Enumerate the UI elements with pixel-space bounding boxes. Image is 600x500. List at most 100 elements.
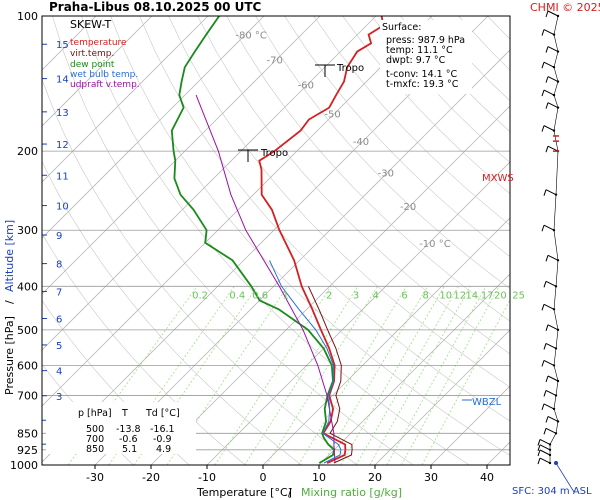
levels-table: p [hPa] T Td [°C] 500 -13.8 -16.1 700 -0… xyxy=(46,402,196,455)
wind-barb xyxy=(547,46,559,52)
isotherm-label: -80 °C xyxy=(235,31,267,42)
wind-barb xyxy=(543,403,555,410)
chart-title: Praha-Libus 08.10.2025 00 UTC xyxy=(49,0,262,14)
isotherm-line xyxy=(206,161,510,465)
wind-barb xyxy=(547,324,559,331)
mixing-ratio-label: 3 xyxy=(353,290,359,301)
wind-barb xyxy=(543,359,555,366)
wind-barb xyxy=(545,427,557,434)
levels-header-td: Td [°C] xyxy=(145,408,180,419)
sounding-series xyxy=(170,16,385,464)
wind-barb-feather xyxy=(543,189,547,196)
pressure-tick-label: 400 xyxy=(17,280,38,293)
mixing-ratio-label: 25 xyxy=(512,290,525,301)
levels-row-td: 4.9 xyxy=(156,444,171,455)
isotherm-label: -60 xyxy=(298,80,314,91)
wind-barb xyxy=(539,457,551,464)
isotherm-label: -40 xyxy=(353,137,369,148)
y-axis-label: Pressure [hPa] / Altitude [km] xyxy=(3,220,16,395)
wind-barb xyxy=(547,145,559,152)
wind-barb-feather xyxy=(541,125,545,132)
wind-profile-line xyxy=(549,15,559,463)
isotherm-label: -30 xyxy=(378,168,394,179)
altitude-tick-label: 12 xyxy=(56,140,69,151)
surface-dwpt: dwpt: 9.7 °C xyxy=(386,55,446,66)
wind-barb xyxy=(547,254,559,261)
pressure-tick-label: 300 xyxy=(17,224,38,237)
mixing-ratio-line xyxy=(321,286,428,465)
temperature-tick-label: -10 xyxy=(198,471,216,484)
wind-barb xyxy=(547,375,559,382)
plot-frame xyxy=(41,15,511,466)
legend: SKEW-T temperature virt.temp. dew point … xyxy=(70,18,140,90)
wind-barb xyxy=(539,444,551,451)
wind-barb-feather xyxy=(541,62,545,69)
altitude-tick-label: 8 xyxy=(56,260,62,271)
isotherm-label: -70 xyxy=(266,56,282,67)
mxws-label: MXWS xyxy=(482,173,514,184)
wind-barb-feather xyxy=(545,375,549,383)
pressure-tick-label: 200 xyxy=(17,145,38,158)
isotherm-label: -50 xyxy=(324,110,340,121)
wind-barb xyxy=(545,189,557,196)
tropo-label-upper: Tropo xyxy=(336,63,364,74)
legend-item-virt-temp: virt.temp. xyxy=(70,49,114,59)
wind-barb-feather xyxy=(541,403,545,411)
altitude-tick-label: 14 xyxy=(56,75,69,86)
wind-barb-feather xyxy=(541,360,545,367)
wind-barb-feather xyxy=(545,46,549,53)
mixing-ratio-line xyxy=(214,286,332,465)
temperature-tick-label: 30 xyxy=(424,471,438,484)
tropo-label-lower: Tropo xyxy=(260,148,288,159)
altitude-tick-label: 13 xyxy=(56,108,69,119)
wind-barb xyxy=(543,224,555,231)
temperature-tick-label: -20 xyxy=(142,471,160,484)
temperature-tick-label: 0 xyxy=(260,471,267,484)
isotherm-line xyxy=(42,16,153,127)
wind-barb-feather xyxy=(541,89,545,97)
altitude-tick-label: 4 xyxy=(56,367,62,378)
dry-adiabat-line xyxy=(226,16,510,322)
levels-header-t: T xyxy=(121,408,128,419)
wind-barb-feather xyxy=(545,416,549,423)
altitude-tick-label: 9 xyxy=(56,231,62,242)
x-axis-label-separator: / xyxy=(288,486,292,499)
surface-temp: temp: 11.1 °C xyxy=(386,45,453,56)
levels-row-t: -0.6 xyxy=(119,434,138,445)
wind-barb-feather xyxy=(541,225,545,232)
wind-barb-feather xyxy=(537,439,541,446)
mixing-ratio-label: 12 xyxy=(453,290,466,301)
levels-row-td: -0.9 xyxy=(153,434,172,445)
wind-barb-feather xyxy=(537,449,541,457)
legend-item-temperature: temperature xyxy=(70,38,127,48)
altitude-tick-label: 6 xyxy=(56,315,62,326)
mixing-ratio-line xyxy=(298,286,407,465)
temperature-tick-label: 40 xyxy=(480,471,494,484)
wind-barb-feather xyxy=(537,444,541,451)
legend-item-updraft: udpraft v.temp. xyxy=(70,80,140,90)
mixing-ratio-label: 0.2 xyxy=(192,290,208,301)
mixing-ratio-label: 17 xyxy=(481,290,494,301)
mixing-ratio-label: 6 xyxy=(401,290,407,301)
isotherm-line xyxy=(150,105,510,465)
mixing-ratio-label: 20 xyxy=(494,290,507,301)
series-line-dew-point xyxy=(170,16,336,464)
pressure-tick-label: 700 xyxy=(17,389,38,402)
sfc-label: SFC: 304 m ASL xyxy=(512,486,592,497)
wind-barb xyxy=(539,449,551,456)
altitude-tick-label: 7 xyxy=(56,287,62,298)
isotherm-line xyxy=(374,329,510,465)
pressure-tick-label: 850 xyxy=(17,427,38,440)
legend-title: SKEW-T xyxy=(70,18,112,31)
temperature-tick-label: 20 xyxy=(368,471,382,484)
tropopause-marker-lower: Tropo xyxy=(238,148,288,162)
pressure-tick-label: 100 xyxy=(17,10,38,23)
wind-barbs xyxy=(537,10,575,493)
surface-heading: Surface: xyxy=(382,22,421,33)
dry-adiabat-line xyxy=(168,16,510,388)
temperature-tick-label: -30 xyxy=(86,471,104,484)
wind-barb-feather xyxy=(543,390,547,397)
x-axis-label-mixing: Mixing ratio [g/kg] xyxy=(301,486,402,499)
dry-adiabat-line xyxy=(517,16,600,465)
wind-barb xyxy=(547,76,559,83)
